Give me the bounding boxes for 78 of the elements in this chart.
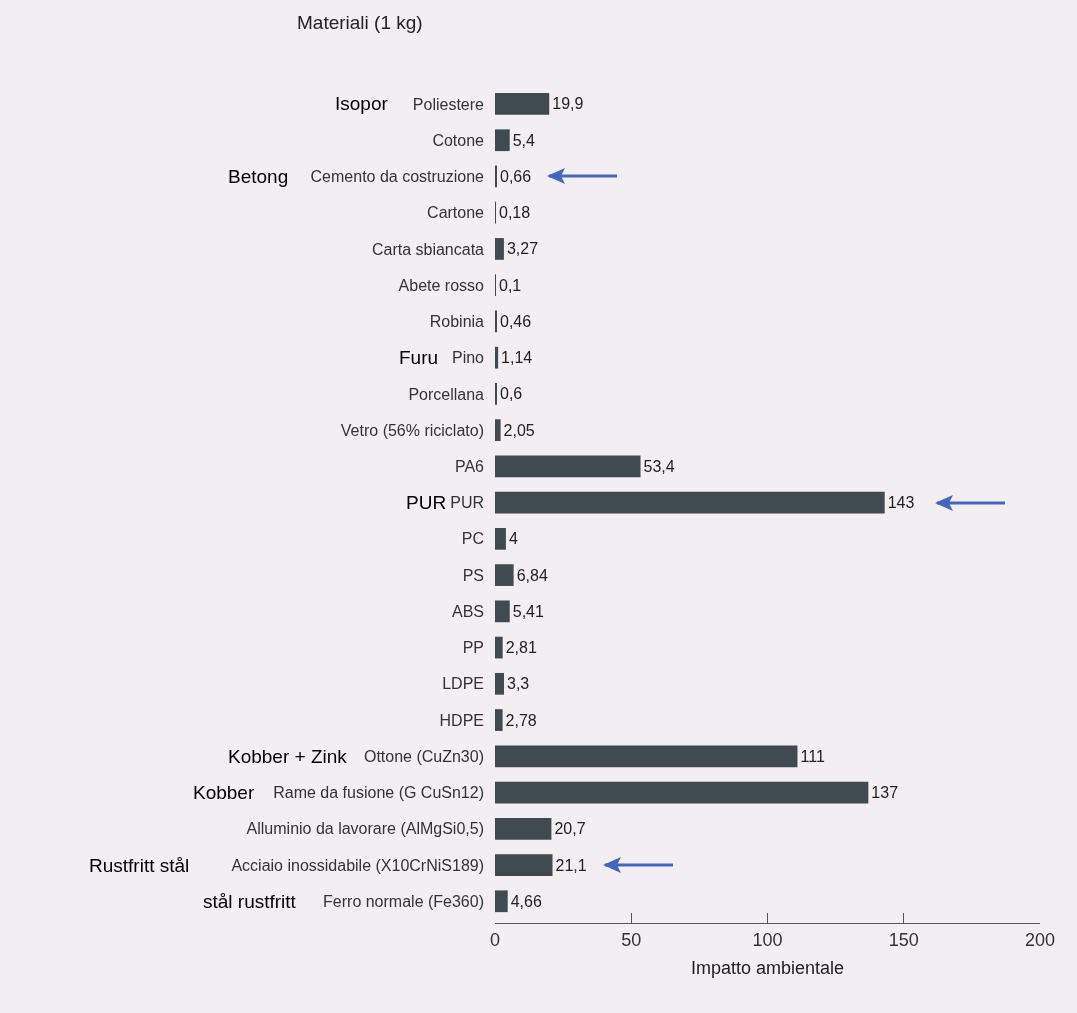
- data-label: 1,14: [501, 349, 533, 367]
- data-label: 2,81: [505, 639, 537, 657]
- x-tick-label: 50: [621, 929, 642, 950]
- data-label: 21,1: [555, 856, 587, 874]
- y-tick-label: LDPE: [442, 675, 484, 693]
- y-tick-label: Cotone: [432, 131, 485, 149]
- data-label: 0,18: [499, 204, 531, 222]
- data-label: 137: [871, 784, 899, 802]
- bar: [495, 890, 508, 913]
- data-label: 4,66: [510, 892, 542, 910]
- y-tick-label: Cemento da costruzione: [310, 168, 485, 186]
- data-label: 0,46: [500, 312, 532, 330]
- y-tick-label: HDPE: [439, 711, 484, 729]
- text: Kobber: [193, 782, 255, 803]
- y-tick-label: ABS: [451, 602, 484, 620]
- data-label: 0,6: [500, 385, 523, 403]
- data-label: 19,9: [552, 95, 584, 113]
- bar: [495, 709, 503, 731]
- chart-title: Materiali (1 kg): [297, 12, 423, 33]
- data-label: 3,27: [506, 240, 539, 258]
- y-tick-label: Poliestere: [412, 95, 485, 113]
- bar: [495, 129, 510, 152]
- text: Furu: [399, 347, 439, 368]
- bar: [495, 491, 885, 514]
- bar: [495, 527, 506, 550]
- y-tick-label: Vetro (56% riciclato): [340, 421, 484, 439]
- y-tick-label: Pino: [451, 349, 485, 367]
- data-label: 4: [508, 530, 518, 548]
- y-tick-label: PUR: [450, 494, 484, 512]
- bar: [495, 564, 514, 586]
- bar: [495, 817, 552, 840]
- y-tick-label: Carta sbiancata: [371, 240, 485, 258]
- data-label: 5,4: [512, 131, 536, 149]
- bar: [495, 854, 553, 876]
- bar: [495, 93, 550, 115]
- x-tick-label: 150: [888, 929, 919, 950]
- y-tick-label: Rame da fusione (G CuSn12): [273, 784, 484, 802]
- bar: [495, 455, 641, 478]
- bar: [495, 419, 501, 442]
- data-label: 0,66: [500, 167, 532, 185]
- y-tick-label: PP: [462, 639, 484, 657]
- text: Betong: [228, 166, 289, 187]
- data-label: 20,7: [554, 820, 586, 838]
- data-label: 0,1: [499, 276, 522, 294]
- data-label: 3,3: [506, 675, 530, 693]
- text: Kobber + Zink: [228, 746, 348, 767]
- y-tick-label: Alluminio da lavorare (AlMgSi0,5): [246, 820, 484, 838]
- data-label: 111: [800, 747, 825, 765]
- data-label: 6,84: [516, 566, 548, 584]
- data-label: 53,4: [643, 457, 675, 475]
- x-tick-label: 100: [752, 929, 783, 950]
- data-label: 2,05: [503, 421, 535, 439]
- y-tick-label: Acciaio inossidabile (X10CrNiS189): [231, 856, 484, 874]
- bar: [495, 346, 499, 369]
- y-tick-label: PA6: [454, 457, 485, 475]
- data-label: 143: [887, 494, 915, 512]
- text: Isopor: [335, 93, 389, 114]
- data-label: 5,41: [512, 602, 544, 620]
- data-label: 2,78: [505, 711, 537, 729]
- x-tick-label: 0: [489, 929, 501, 950]
- bar: [495, 745, 798, 768]
- y-tick-label: Abete rosso: [398, 276, 485, 294]
- y-tick-label: Ferro normale (Fe360): [323, 892, 484, 910]
- y-tick-label: PS: [462, 566, 484, 584]
- y-tick-label: Cartone: [427, 204, 485, 222]
- y-tick-label: Ottone (CuZn30): [363, 747, 484, 765]
- text: Rustfritt stål: [89, 855, 190, 876]
- y-tick-label: Robinia: [429, 313, 485, 331]
- text: stål rustfritt: [203, 891, 297, 912]
- y-tick-label: PC: [461, 530, 484, 548]
- x-axis-title: Impatto ambientale: [690, 957, 845, 978]
- bar: [495, 238, 504, 260]
- bar: [495, 672, 504, 695]
- bar: [495, 781, 869, 804]
- y-tick-label: Porcellana: [408, 385, 485, 403]
- bar: [495, 600, 510, 623]
- bar: [495, 636, 503, 659]
- x-tick-label: 200: [1024, 929, 1056, 950]
